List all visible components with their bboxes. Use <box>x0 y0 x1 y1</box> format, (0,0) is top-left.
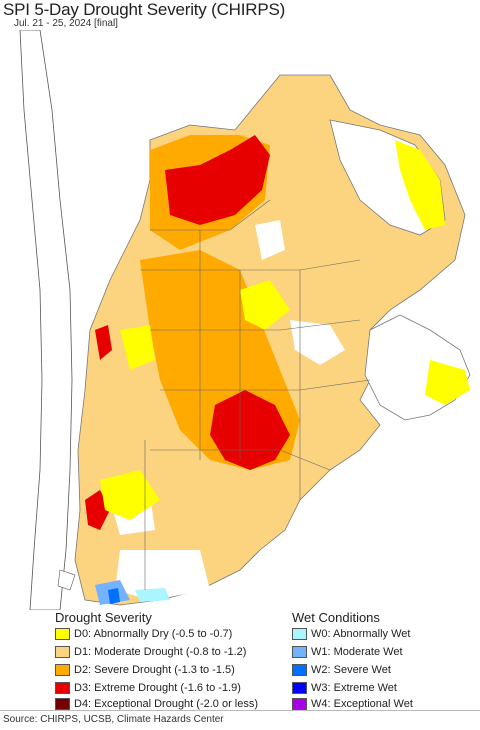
west-d3b <box>95 325 112 360</box>
uruguay-d0 <box>425 360 470 405</box>
legend-label-d4: D4: Exceptional Drought (-2.0 or less) <box>74 698 259 710</box>
white-patch-1 <box>255 220 285 260</box>
legend-item-w1: W1: Moderate Wet <box>292 644 403 660</box>
legend-item-w2: W2: Severe Wet <box>292 662 391 678</box>
legend-item-w3: W3: Extreme Wet <box>292 680 397 696</box>
wet-legend-heading: Wet Conditions <box>292 610 380 625</box>
legend-item-d3: D3: Extreme Drought (-1.6 to -1.9) <box>55 680 241 696</box>
d0-patch-1 <box>240 280 290 330</box>
w2-patch <box>108 588 120 604</box>
legend-item-d0: D0: Abnormally Dry (-0.5 to -0.7) <box>55 626 232 642</box>
legend-label-w3: W3: Extreme Wet <box>311 682 397 694</box>
swatch-d4 <box>55 698 70 710</box>
legend-label-d0: D0: Abnormally Dry (-0.5 to -0.7) <box>74 628 233 640</box>
drought-map <box>0 30 480 610</box>
legend-item-d1: D1: Moderate Drought (-0.8 to -1.2) <box>55 644 246 660</box>
d0-patch-3 <box>120 325 155 370</box>
legend-item-d4: D4: Exceptional Drought (-2.0 or less) <box>55 696 258 712</box>
province-boundaries <box>140 199 371 590</box>
island-outline <box>57 569 76 591</box>
ne-d0-patch <box>395 140 445 230</box>
legend-label-w4: W4: Exceptional Wet <box>311 698 413 710</box>
white-patch-2 <box>290 320 345 365</box>
swatch-w1 <box>292 646 307 658</box>
w0-patch <box>135 588 170 602</box>
swatch-w3 <box>292 682 307 694</box>
legend-label-w1: W1: Moderate Wet <box>311 646 403 658</box>
source-credit: Source: CHIRPS, UCSB, Climate Hazards Ce… <box>3 714 224 725</box>
legend: Drought Severity Wet Conditions D0: Abno… <box>0 610 480 710</box>
legend-label-w0: W0: Abnormally Wet <box>311 628 411 640</box>
chile-outline <box>19 30 73 610</box>
swatch-w0 <box>292 628 307 640</box>
legend-label-w2: W2: Severe Wet <box>311 664 391 676</box>
swatch-w4 <box>292 698 307 710</box>
footer-divider <box>0 710 480 711</box>
drought-legend-heading: Drought Severity <box>55 610 152 625</box>
swatch-d3 <box>55 682 70 694</box>
swatch-d2 <box>55 664 70 676</box>
white-patch-4 <box>115 550 210 600</box>
map-title: SPI 5-Day Drought Severity (CHIRPS) <box>3 0 286 19</box>
swatch-d0 <box>55 628 70 640</box>
legend-label-d3: D3: Extreme Drought (-1.6 to -1.9) <box>74 682 241 694</box>
swatch-d1 <box>55 646 70 658</box>
legend-item-w4: W4: Exceptional Wet <box>292 696 413 712</box>
map-subtitle: Jul. 21 - 25, 2024 [final] <box>14 18 118 29</box>
legend-item-w0: W0: Abnormally Wet <box>292 626 410 642</box>
legend-item-d2: D2: Severe Drought (-1.3 to -1.5) <box>55 662 235 678</box>
swatch-w2 <box>292 664 307 676</box>
legend-label-d1: D1: Moderate Drought (-0.8 to -1.2) <box>74 646 247 658</box>
north-d3 <box>165 135 270 225</box>
legend-label-d2: D2: Severe Drought (-1.3 to -1.5) <box>74 664 235 676</box>
